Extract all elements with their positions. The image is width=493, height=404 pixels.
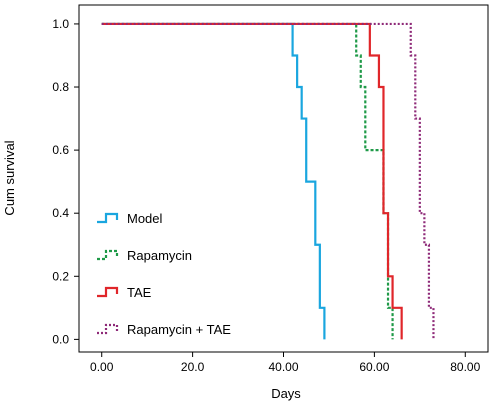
- legend-label: Rapamycin: [127, 248, 192, 263]
- x-tick-label: 80.00: [450, 360, 480, 374]
- x-tick-label: 0.00: [90, 360, 114, 374]
- x-tick-label: 60.00: [359, 360, 389, 374]
- legend-swatch: [97, 212, 119, 224]
- series-layer: [101, 22, 435, 340]
- y-tick-label: 0.0: [52, 332, 69, 346]
- axis-layer: 0.00 20.0 40.00 60.00 80.00 0.0 0.2 0.4 0.6 0.8 1.…: [52, 17, 480, 374]
- legend-swatch: [97, 286, 119, 298]
- y-tick-label: 0.2: [52, 269, 69, 283]
- y-tick-label: 0.6: [52, 143, 69, 157]
- legend-label: TAE: [127, 285, 152, 300]
- y-tick-label: 0.4: [52, 206, 69, 220]
- y-tick-label: 0.8: [52, 80, 69, 94]
- legend: Model Rapamycin TAE Rapamycin + TAE: [97, 211, 231, 337]
- series-line-model: [101, 22, 326, 340]
- x-axis-title: Days: [271, 386, 301, 401]
- y-tick-label: 1.0: [52, 17, 69, 31]
- legend-label: Model: [127, 211, 163, 226]
- legend-label: Rapamycin + TAE: [127, 322, 231, 337]
- x-tick-label: 40.00: [268, 360, 298, 374]
- x-tick-label: 20.0: [181, 360, 205, 374]
- series-line-rapamycin: [101, 22, 394, 340]
- series-line-tae: [101, 22, 403, 340]
- legend-swatch: [97, 249, 119, 261]
- y-axis-title: Cum survival: [2, 140, 17, 215]
- legend-swatch: [97, 323, 119, 335]
- series-line-rapamycin-tae: [101, 22, 435, 340]
